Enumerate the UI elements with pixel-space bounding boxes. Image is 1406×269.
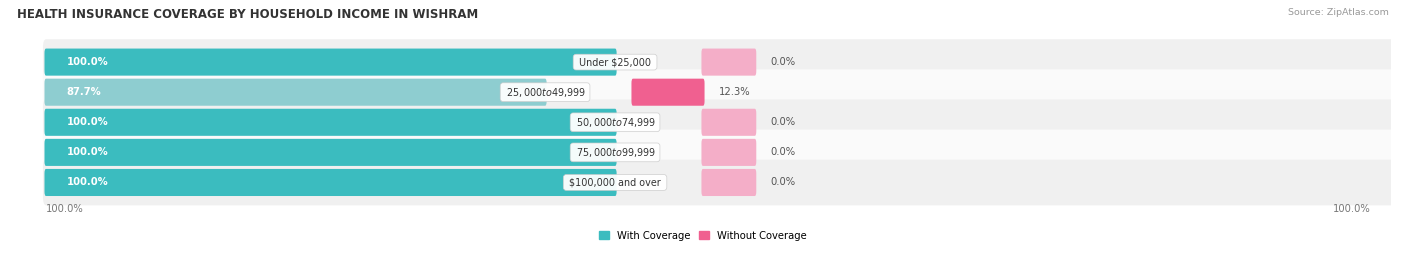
FancyBboxPatch shape: [702, 139, 756, 166]
Text: 100.0%: 100.0%: [66, 117, 108, 127]
Text: 100.0%: 100.0%: [66, 178, 108, 187]
FancyBboxPatch shape: [44, 39, 1395, 85]
FancyBboxPatch shape: [44, 160, 1395, 205]
FancyBboxPatch shape: [44, 69, 1395, 115]
Text: 0.0%: 0.0%: [770, 57, 796, 67]
Text: 100.0%: 100.0%: [66, 147, 108, 157]
FancyBboxPatch shape: [45, 79, 547, 106]
Text: 0.0%: 0.0%: [770, 178, 796, 187]
FancyBboxPatch shape: [44, 100, 1395, 145]
FancyBboxPatch shape: [702, 49, 756, 76]
Text: 12.3%: 12.3%: [718, 87, 751, 97]
FancyBboxPatch shape: [45, 169, 617, 196]
Text: HEALTH INSURANCE COVERAGE BY HOUSEHOLD INCOME IN WISHRAM: HEALTH INSURANCE COVERAGE BY HOUSEHOLD I…: [17, 8, 478, 21]
Text: 100.0%: 100.0%: [46, 204, 84, 214]
FancyBboxPatch shape: [702, 109, 756, 136]
Text: 0.0%: 0.0%: [770, 147, 796, 157]
Text: $100,000 and over: $100,000 and over: [567, 178, 664, 187]
FancyBboxPatch shape: [631, 79, 704, 106]
Text: $75,000 to $99,999: $75,000 to $99,999: [574, 146, 657, 159]
Text: Under $25,000: Under $25,000: [576, 57, 654, 67]
Legend: With Coverage, Without Coverage: With Coverage, Without Coverage: [599, 231, 807, 241]
Text: 0.0%: 0.0%: [770, 117, 796, 127]
FancyBboxPatch shape: [45, 109, 617, 136]
FancyBboxPatch shape: [45, 139, 617, 166]
FancyBboxPatch shape: [45, 49, 617, 76]
Text: 87.7%: 87.7%: [66, 87, 101, 97]
Text: 100.0%: 100.0%: [1333, 204, 1371, 214]
Text: Source: ZipAtlas.com: Source: ZipAtlas.com: [1288, 8, 1389, 17]
Text: $50,000 to $74,999: $50,000 to $74,999: [574, 116, 657, 129]
FancyBboxPatch shape: [702, 169, 756, 196]
Text: 100.0%: 100.0%: [66, 57, 108, 67]
Text: $25,000 to $49,999: $25,000 to $49,999: [503, 86, 588, 99]
FancyBboxPatch shape: [44, 129, 1395, 175]
